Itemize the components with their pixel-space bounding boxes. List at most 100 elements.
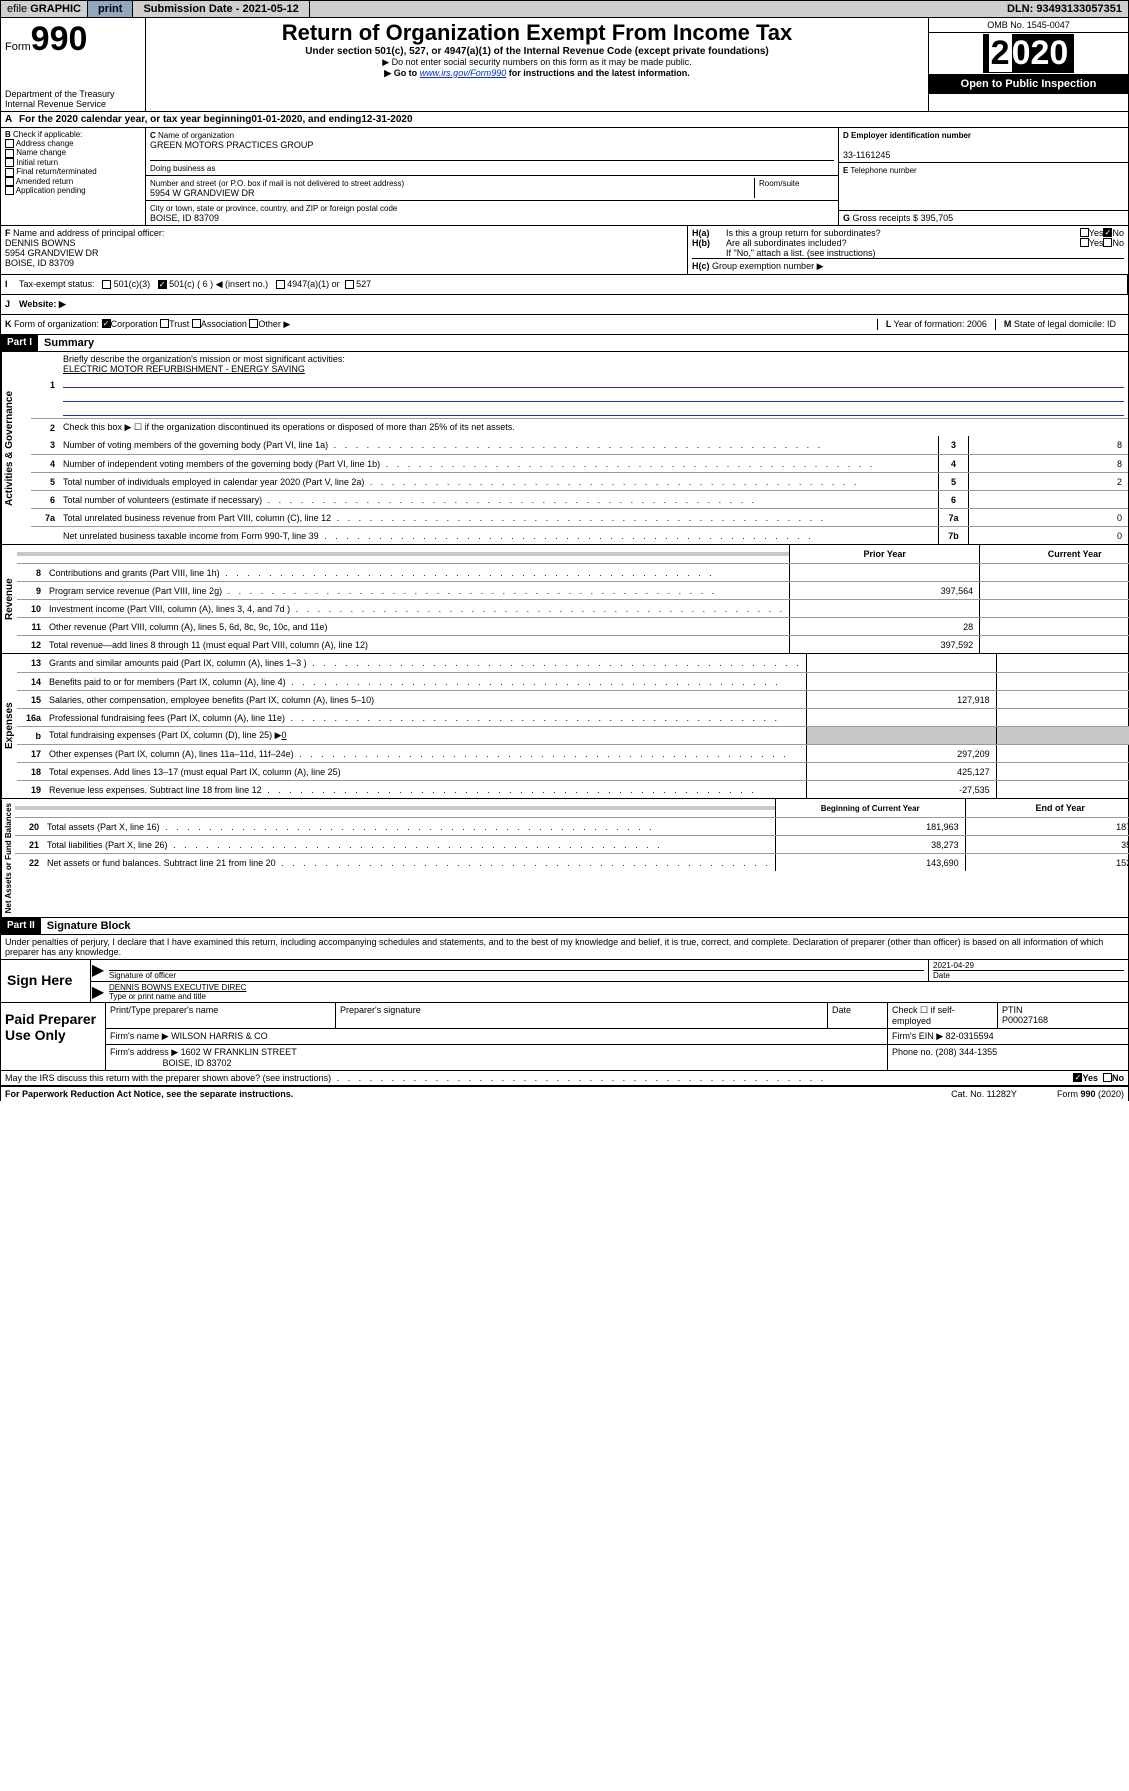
line10-py — [789, 600, 979, 617]
line12-num: 12 — [17, 638, 45, 652]
line22-py: 143,690 — [775, 854, 965, 871]
efile-graphic: GRAPHIC — [30, 3, 81, 15]
line15-cy: 127,495 — [996, 691, 1129, 708]
opt-name-change: Name change — [16, 148, 66, 157]
checkbox-other[interactable] — [249, 319, 258, 328]
fh-row: F Name and address of principal officer:… — [0, 226, 1129, 275]
line20-num: 20 — [15, 820, 43, 834]
checkbox-amended-return[interactable] — [5, 177, 14, 186]
discuss-yes-checkbox[interactable]: ✓ — [1073, 1073, 1082, 1082]
discuss-text: May the IRS discuss this return with the… — [5, 1073, 1073, 1083]
line20-py: 181,963 — [775, 818, 965, 835]
prep-h3: Date — [828, 1003, 888, 1028]
line7a-val: 0 — [968, 509, 1128, 526]
footer-row: For Paperwork Reduction Act Notice, see … — [0, 1087, 1129, 1101]
year-formation: 2006 — [967, 319, 987, 329]
sidelabel-rev: Revenue — [1, 545, 17, 653]
checkbox-association[interactable] — [192, 319, 201, 328]
line16b-py — [806, 727, 996, 744]
f-col: F Name and address of principal officer:… — [1, 226, 688, 274]
checkbox-corporation[interactable]: ✓ — [102, 319, 111, 328]
checkbox-trust[interactable] — [160, 319, 169, 328]
firm-addr1: 1602 W FRANKLIN STREET — [181, 1047, 297, 1057]
line17-cy: 259,490 — [996, 745, 1129, 762]
subdate-label: Submission Date - — [143, 3, 242, 15]
line4-val: 8 — [968, 455, 1128, 472]
f-label: Name and address of principal officer: — [13, 228, 164, 238]
checkbox-address-change[interactable] — [5, 139, 14, 148]
line14-py — [806, 673, 996, 690]
irs-link[interactable]: www.irs.gov/Form990 — [420, 68, 507, 78]
hb-text: Are all subordinates included? — [726, 238, 1080, 248]
taxyear-begin: 01-01-2020 — [251, 114, 302, 125]
checkbox-501c3[interactable] — [102, 280, 111, 289]
section-activities-governance: Activities & Governance 1 Briefly descri… — [0, 352, 1129, 545]
footer-right: Form 990 (2020) — [1057, 1089, 1124, 1099]
officer-city: BOISE, ID 83709 — [5, 258, 74, 268]
room-label: Room/suite — [759, 179, 799, 188]
checkbox-name-change[interactable] — [5, 149, 14, 158]
checkbox-app-pending[interactable] — [5, 186, 14, 195]
line21-py: 38,273 — [775, 836, 965, 853]
hdr-current-year: Current Year — [979, 545, 1129, 563]
checkbox-501c[interactable]: ✓ — [158, 280, 167, 289]
discuss-yes: Yes — [1082, 1073, 1098, 1083]
firm-ein-cell: Firm's EIN ▶ 82-0315594 — [888, 1029, 1128, 1044]
firm-addr-cell: Firm's address ▶ 1602 W FRANKLIN STREET … — [106, 1045, 888, 1070]
discuss-no-checkbox[interactable] — [1103, 1073, 1112, 1082]
line14-text: Benefits paid to or for members (Part IX… — [45, 675, 806, 689]
line10-text: Investment income (Part VIII, column (A)… — [45, 602, 789, 616]
line18-py: 425,127 — [806, 763, 996, 780]
checkbox-527[interactable] — [345, 280, 354, 289]
sign-here-label: Sign Here — [1, 960, 91, 1002]
line21-num: 21 — [15, 838, 43, 852]
line14-num: 14 — [17, 675, 45, 689]
hb-yes-checkbox[interactable] — [1080, 238, 1089, 247]
print-button[interactable]: print — [88, 1, 133, 17]
ha-no-checkbox[interactable]: ✓ — [1103, 228, 1112, 237]
line16b-val: 0 — [282, 730, 287, 740]
year-2: 2 — [989, 34, 1012, 72]
firm-phone-cell: Phone no. (208) 344-1355 — [888, 1045, 1128, 1070]
line7a-text: Total unrelated business revenue from Pa… — [59, 511, 938, 525]
checkbox-initial-return[interactable] — [5, 158, 14, 167]
checkbox-4947[interactable] — [276, 280, 285, 289]
opt-address-change: Address change — [16, 139, 74, 148]
section-revenue: Revenue Prior YearCurrent Year 8Contribu… — [0, 545, 1129, 654]
h-col: H(a)Is this a group return for subordina… — [688, 226, 1128, 274]
dln-label: DLN: — [1007, 3, 1036, 15]
hb-no-checkbox[interactable] — [1103, 238, 1112, 247]
line22-num: 22 — [15, 856, 43, 870]
line8-num: 8 — [17, 566, 45, 580]
line6-text: Total number of volunteers (estimate if … — [59, 493, 938, 507]
dept-treasury: Department of the Treasury — [5, 89, 141, 99]
line4-text: Number of independent voting members of … — [59, 457, 938, 471]
opt-527: 527 — [356, 279, 371, 289]
line20-text: Total assets (Part X, line 16) — [43, 820, 775, 834]
efile-label: efile GRAPHIC — [1, 1, 88, 17]
line19-text: Revenue less expenses. Subtract line 18 … — [45, 783, 806, 797]
taxyear-end: 12-31-2020 — [361, 114, 412, 125]
line15-num: 15 — [17, 693, 45, 707]
checkbox-final-return[interactable] — [5, 168, 14, 177]
name-arrow-icon: ▶ — [91, 982, 105, 1002]
line7b-num — [31, 534, 59, 538]
open-to-public: Open to Public Inspection — [929, 74, 1128, 94]
line18-num: 18 — [17, 765, 45, 779]
hdr-eoy: End of Year — [965, 799, 1129, 817]
footer-mid: Cat. No. 11282Y — [951, 1089, 1017, 1099]
line11-num: 11 — [17, 620, 45, 634]
hc-text: Group exemption number ▶ — [712, 261, 823, 271]
prep-h2: Preparer's signature — [336, 1003, 828, 1028]
line12-py: 397,592 — [789, 636, 979, 653]
form-subtitle-1: Under section 501(c), 527, or 4947(a)(1)… — [152, 46, 922, 57]
klm-row: K Form of organization: ✓ Corporation Tr… — [0, 315, 1129, 335]
sidelabel-exp: Expenses — [1, 654, 17, 798]
ij-row: I Tax-exempt status: 501(c)(3) ✓ 501(c) … — [0, 275, 1129, 295]
ptin-value: P00027168 — [1002, 1015, 1048, 1025]
part2-bar: Part II — [1, 918, 41, 934]
line1-num: 1 — [31, 378, 59, 392]
line12-text: Total revenue—add lines 8 through 11 (mu… — [45, 638, 789, 652]
line11-py: 28 — [789, 618, 979, 635]
ha-yes-checkbox[interactable] — [1080, 228, 1089, 237]
